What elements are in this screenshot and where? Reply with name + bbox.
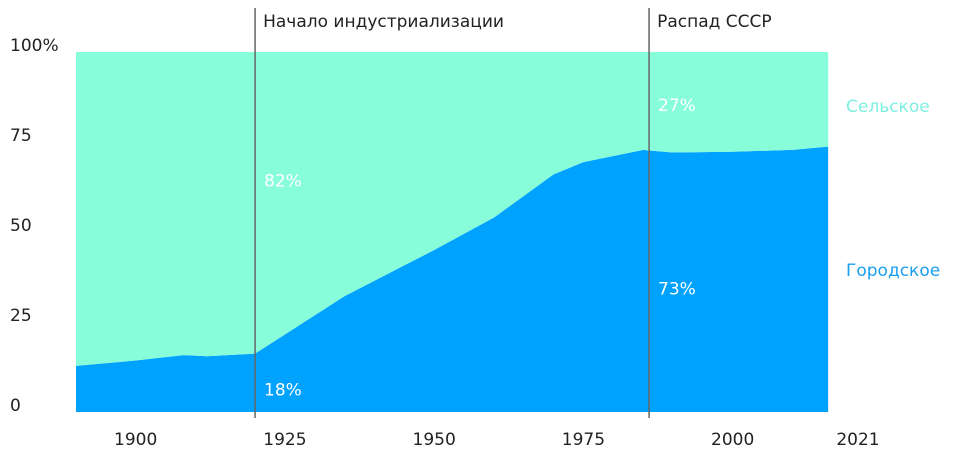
event-label: Начало индустриализации [263,12,504,32]
y-tick-label: 100% [10,36,59,56]
y-tick-label: 25 [10,306,32,326]
area [76,52,829,366]
x-tick-label: 2021 [836,430,879,450]
x-tick-label: 1900 [114,430,157,450]
area [76,146,829,412]
x-tick-label: 1950 [413,430,456,450]
value-annotation: 18% [264,380,302,400]
legend-label: Городское [846,261,940,281]
value-annotation: 73% [658,280,696,300]
value-annotation: 27% [658,96,696,116]
value-annotation: 82% [264,172,302,192]
y-tick-label: 0 [10,396,21,416]
x-tick-label: 1925 [263,430,306,450]
x-tick-label: 1975 [562,430,605,450]
event-label: Распад СССР [657,12,772,32]
legend-label: Сельское [846,97,930,117]
y-tick-label: 50 [10,216,32,236]
x-tick-label: 2000 [711,430,754,450]
y-tick-label: 75 [10,126,32,146]
